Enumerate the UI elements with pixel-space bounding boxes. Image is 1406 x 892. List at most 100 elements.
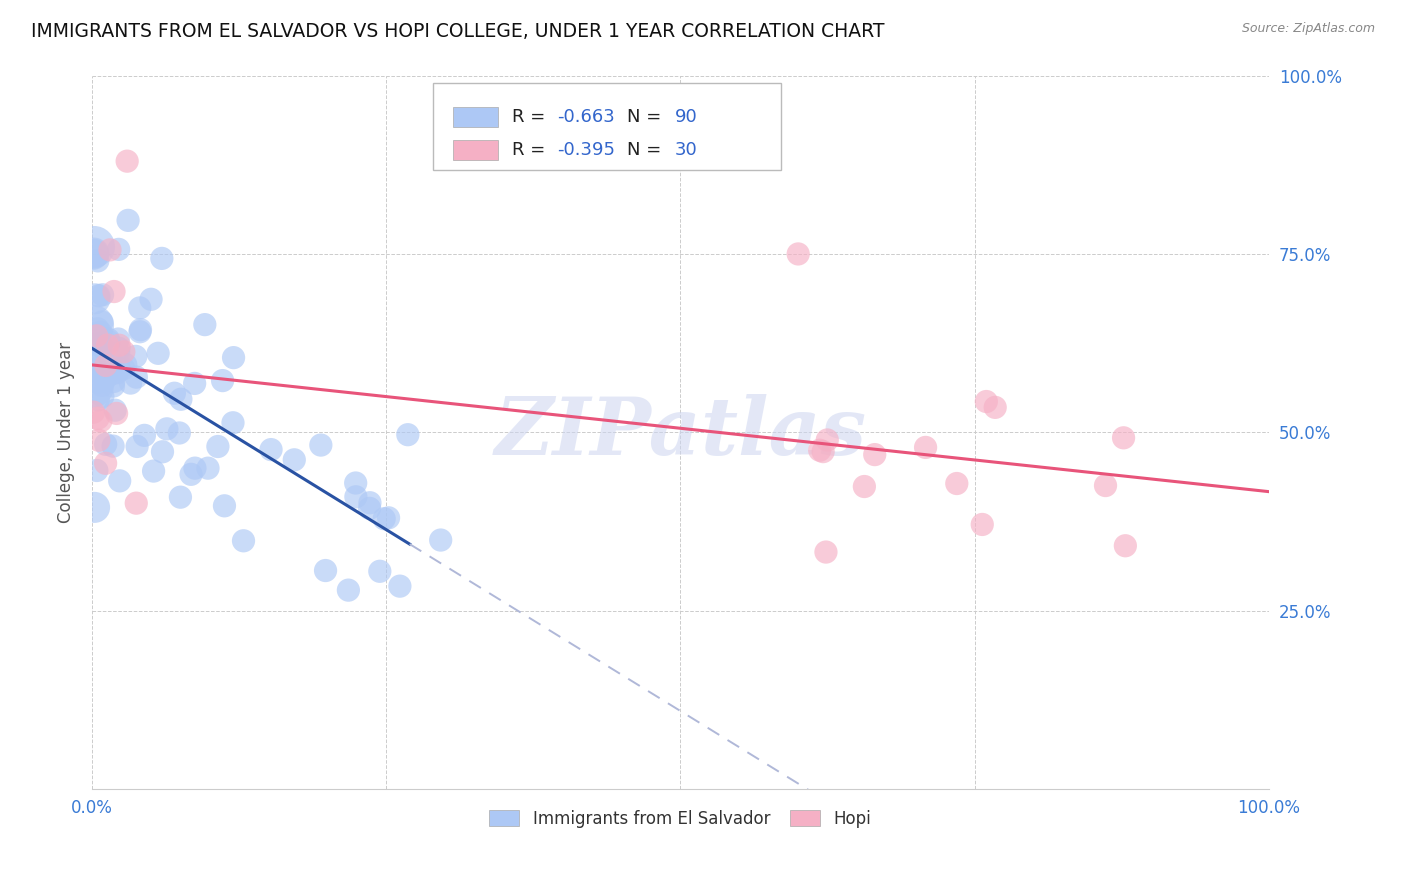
Point bbox=[214, 499, 236, 513]
Legend: Immigrants from El Salvador, Hopi: Immigrants from El Salvador, Hopi bbox=[482, 803, 879, 834]
Point bbox=[112, 361, 135, 376]
Point bbox=[1112, 431, 1135, 445]
Point bbox=[207, 440, 229, 454]
Point bbox=[91, 315, 114, 329]
Point bbox=[87, 375, 110, 389]
Point bbox=[86, 357, 108, 371]
Point bbox=[108, 338, 131, 352]
Text: N =: N = bbox=[627, 108, 668, 126]
Point bbox=[194, 318, 217, 332]
Point bbox=[103, 285, 125, 299]
Point bbox=[344, 475, 367, 490]
Point bbox=[82, 318, 104, 333]
Point bbox=[107, 332, 129, 346]
Point bbox=[83, 240, 105, 254]
Point bbox=[83, 292, 105, 306]
Point bbox=[82, 405, 104, 419]
Point bbox=[125, 350, 148, 364]
Point bbox=[808, 443, 831, 458]
Point bbox=[127, 439, 149, 453]
Point bbox=[139, 293, 162, 307]
Point bbox=[315, 564, 337, 578]
Point bbox=[112, 344, 135, 359]
Point bbox=[946, 476, 969, 491]
Point bbox=[169, 490, 191, 504]
Point bbox=[283, 452, 305, 467]
Point bbox=[359, 501, 381, 516]
Point bbox=[1114, 539, 1136, 553]
Point bbox=[396, 427, 419, 442]
Point bbox=[97, 334, 120, 349]
Point bbox=[914, 441, 936, 455]
Point bbox=[115, 154, 138, 169]
Point bbox=[91, 341, 114, 355]
Point bbox=[87, 411, 110, 425]
Text: IMMIGRANTS FROM EL SALVADOR VS HOPI COLLEGE, UNDER 1 YEAR CORRELATION CHART: IMMIGRANTS FROM EL SALVADOR VS HOPI COLL… bbox=[31, 22, 884, 41]
Point bbox=[86, 463, 108, 477]
Point bbox=[94, 437, 117, 451]
Point bbox=[86, 329, 108, 343]
Point bbox=[787, 247, 810, 261]
Point bbox=[169, 425, 191, 440]
Point bbox=[91, 287, 114, 301]
Point bbox=[183, 376, 205, 391]
Point bbox=[373, 512, 395, 526]
Point bbox=[87, 375, 110, 389]
Point bbox=[974, 394, 997, 409]
Point bbox=[94, 456, 117, 470]
Point bbox=[103, 379, 125, 393]
Point bbox=[87, 434, 110, 448]
Point bbox=[91, 389, 114, 403]
Point bbox=[120, 376, 142, 390]
Text: R =: R = bbox=[512, 108, 551, 126]
Point bbox=[96, 338, 118, 352]
Point bbox=[91, 378, 114, 392]
Point bbox=[107, 346, 129, 360]
Point bbox=[83, 343, 105, 357]
Point bbox=[83, 500, 105, 515]
Point bbox=[117, 213, 139, 227]
Point bbox=[87, 322, 110, 336]
Point bbox=[108, 361, 131, 376]
Point bbox=[94, 372, 117, 386]
Bar bbox=[453, 140, 498, 161]
Point bbox=[87, 288, 110, 302]
Point bbox=[142, 464, 165, 478]
Point bbox=[125, 370, 148, 384]
Point bbox=[388, 579, 411, 593]
Point bbox=[814, 545, 837, 559]
Point bbox=[108, 341, 131, 355]
Point bbox=[359, 496, 381, 510]
Point bbox=[108, 474, 131, 488]
Point bbox=[83, 246, 105, 260]
Point bbox=[197, 461, 219, 475]
Point bbox=[163, 386, 186, 401]
Point bbox=[368, 564, 391, 578]
Point bbox=[853, 479, 876, 493]
Text: -0.395: -0.395 bbox=[557, 142, 614, 160]
Point bbox=[98, 351, 121, 365]
FancyBboxPatch shape bbox=[433, 83, 780, 170]
Point bbox=[86, 337, 108, 351]
Point bbox=[863, 448, 886, 462]
Point bbox=[815, 433, 838, 447]
Point bbox=[90, 326, 112, 340]
Text: -0.663: -0.663 bbox=[557, 108, 614, 126]
Point bbox=[94, 359, 117, 373]
Point bbox=[146, 346, 169, 360]
Point bbox=[429, 533, 451, 547]
Point bbox=[811, 444, 834, 458]
Point bbox=[114, 358, 136, 372]
Point bbox=[107, 243, 129, 257]
Text: N =: N = bbox=[627, 142, 668, 160]
Point bbox=[129, 323, 152, 337]
Point bbox=[170, 392, 193, 407]
Point bbox=[128, 301, 150, 315]
Point bbox=[984, 401, 1007, 415]
Point bbox=[84, 337, 107, 351]
Point bbox=[344, 490, 367, 504]
Point bbox=[377, 511, 399, 525]
Point bbox=[222, 351, 245, 365]
Point bbox=[180, 467, 202, 482]
Point bbox=[184, 461, 207, 475]
